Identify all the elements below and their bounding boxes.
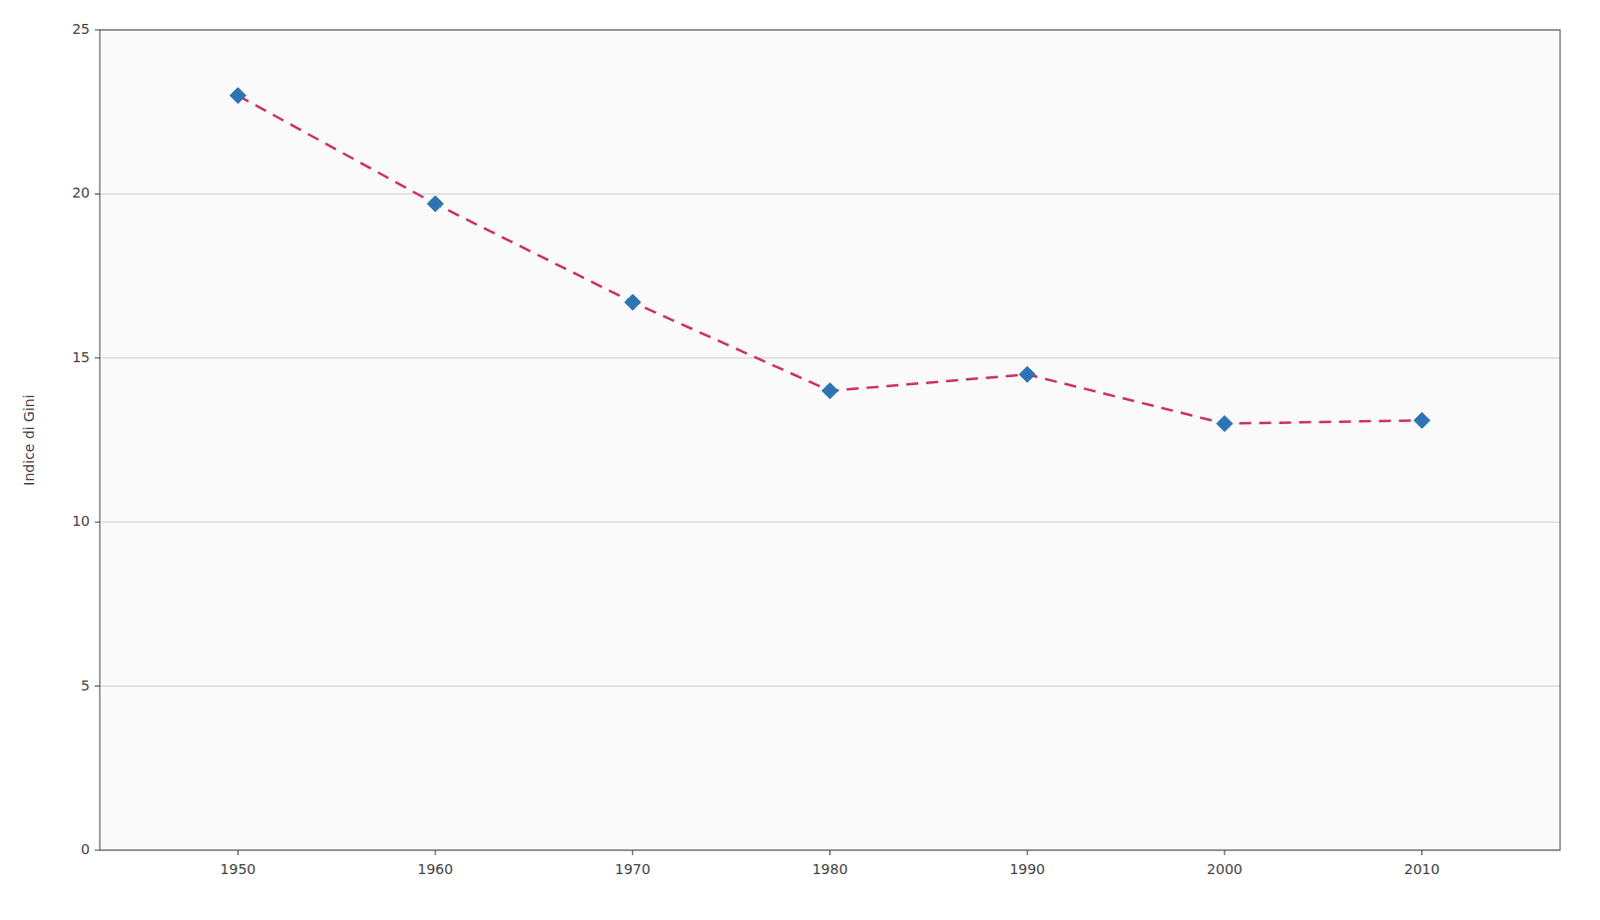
- y-tick: [94, 685, 100, 687]
- x-tick-label: 1990: [1009, 861, 1046, 878]
- x-tick: [829, 850, 831, 856]
- grid: [99, 29, 1561, 851]
- y-tick-label: 15: [71, 349, 90, 366]
- point: [1019, 366, 1036, 383]
- y-tick: [94, 193, 100, 195]
- point: [1216, 416, 1233, 433]
- x-tick-label: 1950: [220, 861, 257, 878]
- plot-frame: [99, 29, 1561, 851]
- chart: 0 5 10 15 20 25 1950 1960 1970 1980 1990 2000 2010 In…: [0, 0, 1600, 920]
- y-tick-label: 10: [71, 513, 90, 530]
- y-tick: [94, 357, 100, 359]
- grid-line: [99, 193, 1561, 195]
- y-tick: [94, 29, 100, 31]
- grid-line: [99, 522, 1561, 524]
- point: [427, 195, 444, 212]
- x-tick: [631, 850, 633, 856]
- x-tick-label: 2000: [1206, 861, 1243, 878]
- y-tick-label: 25: [71, 20, 90, 37]
- y-tick-label: 20: [71, 184, 90, 201]
- x-tick-label: 1960: [417, 861, 454, 878]
- y-tick-label: 5: [80, 677, 90, 694]
- data: [229, 87, 1430, 433]
- x-tick: [435, 850, 437, 856]
- point: [822, 383, 839, 400]
- x-tick-label: 2010: [1404, 861, 1441, 878]
- x-tick-label: 1970: [614, 861, 651, 878]
- y-tick: [94, 522, 100, 524]
- plot-area: [99, 29, 1561, 851]
- point: [1414, 412, 1431, 429]
- x-tick: [1027, 850, 1029, 856]
- grid-line: [99, 685, 1561, 687]
- axes: 0 5 10 15 20 25 1950 1960 1970 1980 1990 2000 2010: [71, 20, 1561, 878]
- grid-line: [99, 357, 1561, 359]
- x-tick-label: 1980: [812, 861, 849, 878]
- y-tick-label: 0: [80, 841, 90, 858]
- line: [237, 95, 1422, 425]
- point: [229, 87, 246, 104]
- x-tick: [237, 850, 239, 856]
- y-axis-label: Indice di Gini: [20, 394, 37, 486]
- x-tick: [1421, 850, 1423, 856]
- point: [624, 294, 641, 311]
- x-tick: [1223, 850, 1225, 856]
- y-tick: [94, 850, 100, 852]
